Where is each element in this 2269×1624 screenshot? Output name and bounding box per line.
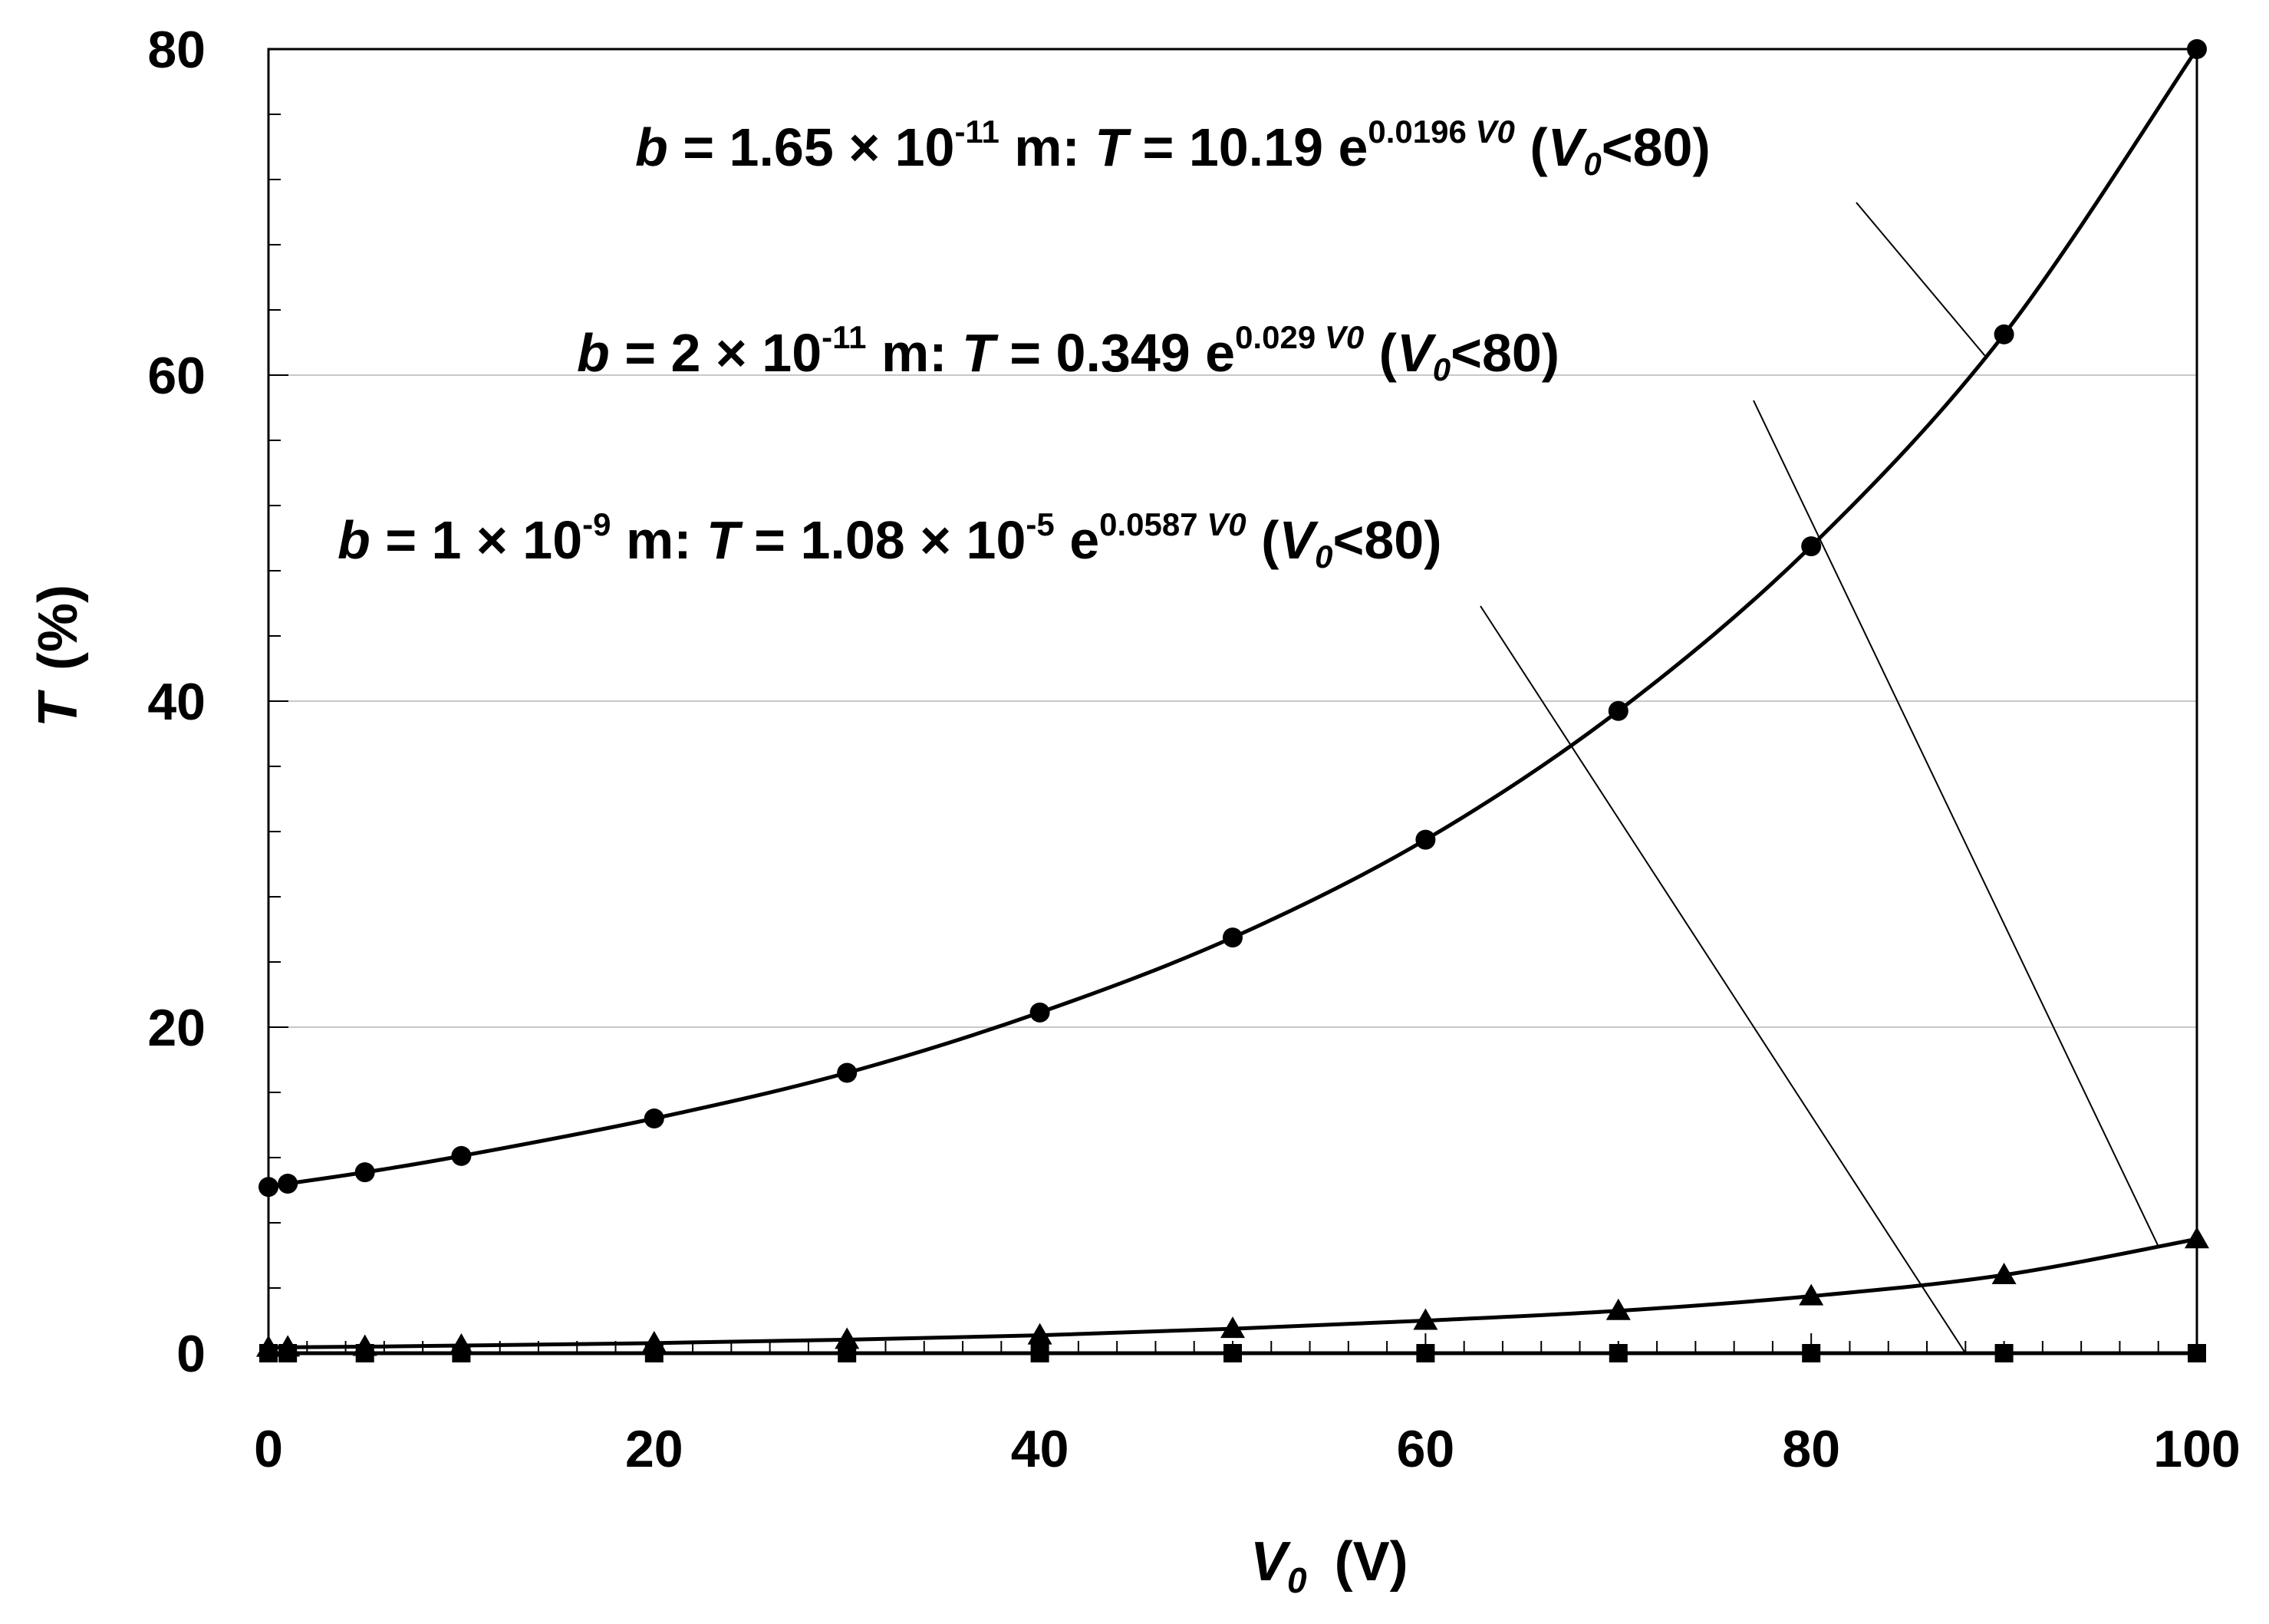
data-point-s1-x100 — [2185, 1227, 2209, 1249]
data-point-s2-x50 — [1223, 1344, 1242, 1362]
data-point-s1-x90 — [1991, 1263, 2017, 1284]
data-point-s2-x90 — [1994, 1344, 2014, 1362]
y-tick-label-60: 60 — [147, 347, 206, 405]
x-tick-label-20: 20 — [625, 1420, 683, 1478]
x-tick-label-100: 100 — [2153, 1420, 2240, 1478]
data-point-s2-x20 — [644, 1344, 664, 1362]
data-point-s0-x5 — [354, 1162, 375, 1183]
data-point-s2-x70 — [1609, 1344, 1628, 1362]
data-point-s0-x10 — [451, 1145, 472, 1166]
data-point-s2-x0 — [259, 1344, 278, 1362]
gridlines — [268, 374, 2197, 1028]
leader-line-0 — [1856, 202, 1986, 357]
x-axis-title: V0 (V) — [1250, 1531, 1408, 1600]
data-point-s0-x90 — [1994, 324, 2014, 344]
data-point-s0-x0 — [259, 1177, 278, 1197]
data-point-s1-x60 — [1413, 1308, 1438, 1330]
x-tick-label-40: 40 — [1011, 1420, 1069, 1478]
x-tick-labels: 0 20 40 60 80 100 — [254, 1420, 2241, 1478]
data-point-s0-x80 — [1801, 536, 1822, 557]
y-tick-label-20: 20 — [147, 999, 206, 1057]
data-point-s0-x20 — [644, 1108, 664, 1128]
annotation-b-1e-9: b = 1 × 10-9 m: T = 1.08 × 10-5 e0.0587 … — [338, 506, 1442, 575]
data-point-s0-x30 — [837, 1062, 858, 1083]
data-point-s1-x30 — [835, 1327, 860, 1349]
data-point-s1-x50 — [1220, 1316, 1245, 1339]
annotation-b-1-65e-11: b = 1.65 × 10-11 m: T = 10.19 e0.0196 V0… — [635, 114, 1711, 182]
data-point-s0-x40 — [1029, 1002, 1050, 1023]
data-point-s2-x100 — [2188, 1344, 2206, 1362]
series-group — [256, 39, 2209, 1362]
data-point-s1-x80 — [1799, 1283, 1824, 1306]
y-tick-label-0: 0 — [176, 1325, 206, 1383]
data-point-s2-x5 — [355, 1344, 374, 1362]
data-point-s2-x80 — [1802, 1344, 1821, 1362]
x-tick-label-0: 0 — [254, 1420, 283, 1478]
series-line-0 — [268, 48, 2199, 1189]
data-point-s1-x70 — [1605, 1298, 1631, 1320]
annotation-leader-lines — [1480, 202, 2159, 1354]
data-point-s0-x60 — [1415, 829, 1436, 850]
data-point-s2-x10 — [452, 1344, 471, 1362]
y-tick-label-80: 80 — [147, 21, 206, 79]
data-point-s0-x1 — [278, 1174, 298, 1194]
annotation-b-2e-11: b = 2 × 10-11 m: T = 0.349 e0.029 V0 (V0… — [577, 319, 1559, 387]
data-point-s2-x30 — [838, 1344, 857, 1362]
data-point-s2-x40 — [1030, 1344, 1049, 1362]
x-tick-label-60: 60 — [1397, 1420, 1455, 1478]
leader-line-2 — [1480, 605, 1967, 1354]
data-point-s2-x1 — [278, 1344, 298, 1362]
leader-line-1 — [1753, 400, 2159, 1247]
y-tick-label-40: 40 — [147, 673, 206, 731]
data-point-s1-x40 — [1027, 1323, 1052, 1345]
data-point-s2-x60 — [1416, 1344, 1435, 1362]
data-point-s0-x100 — [2187, 39, 2207, 59]
y-tick-labels: 0 20 40 60 80 — [147, 21, 206, 1383]
x-tick-label-80: 80 — [1782, 1420, 1840, 1478]
data-point-s0-x70 — [1608, 700, 1628, 721]
data-point-s0-x50 — [1223, 927, 1243, 948]
y-axis-title: T(%) — [28, 585, 89, 727]
series-line-1 — [268, 1237, 2198, 1350]
